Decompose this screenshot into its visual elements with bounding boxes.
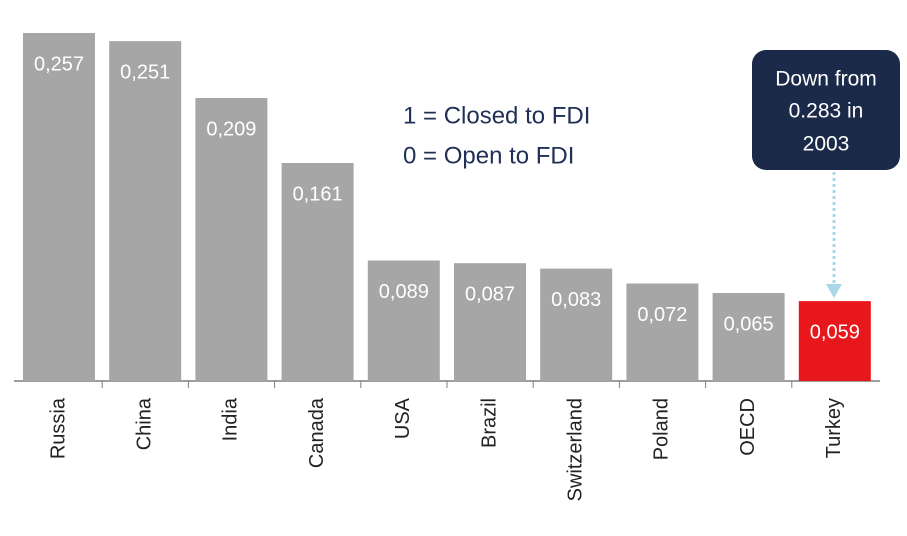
annotation-text: Down from bbox=[775, 68, 877, 91]
value-label: 0,257 bbox=[34, 53, 84, 75]
x-tick-label: India bbox=[220, 397, 242, 441]
value-label: 0,209 bbox=[206, 118, 256, 140]
value-label: 0,072 bbox=[637, 304, 687, 326]
x-tick-label: Switzerland bbox=[564, 398, 586, 501]
value-label: 0,089 bbox=[379, 281, 429, 303]
bar bbox=[712, 292, 785, 381]
x-tick-label: Turkey bbox=[823, 398, 845, 458]
x-tick-label: Poland bbox=[651, 398, 673, 460]
x-tick-label: OECD bbox=[737, 398, 759, 456]
x-tick-label: USA bbox=[392, 397, 414, 439]
annotation-text: 2003 bbox=[803, 133, 850, 156]
value-label: 0,083 bbox=[551, 289, 601, 311]
bar bbox=[367, 260, 440, 381]
arrow-head bbox=[826, 284, 842, 298]
annotation-text: 0.283 in bbox=[789, 100, 864, 123]
bar bbox=[109, 41, 182, 381]
value-label: 0,059 bbox=[810, 321, 860, 343]
bar bbox=[454, 263, 526, 381]
annotation-box bbox=[752, 50, 900, 170]
value-label: 0,087 bbox=[465, 283, 515, 305]
bar bbox=[195, 97, 268, 382]
x-tick-label: Russia bbox=[47, 397, 69, 459]
x-tick-label: Brazil bbox=[478, 398, 500, 448]
bar bbox=[540, 268, 613, 381]
value-label: 0,065 bbox=[724, 313, 774, 335]
legend-text: 0 = Open to FDI bbox=[403, 142, 574, 169]
value-label: 0,251 bbox=[120, 61, 170, 83]
x-tick-label: Canada bbox=[306, 397, 328, 468]
value-label: 0,161 bbox=[293, 183, 343, 205]
bar bbox=[23, 33, 95, 381]
bar bbox=[626, 283, 699, 381]
x-tick-label: China bbox=[133, 397, 155, 450]
bar bbox=[798, 301, 871, 381]
legend-text: 1 = Closed to FDI bbox=[403, 102, 590, 129]
bar bbox=[281, 162, 354, 381]
